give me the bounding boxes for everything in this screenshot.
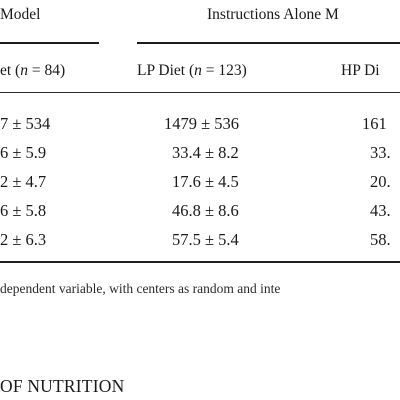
table-cell: 20. [370,172,391,191]
subheader-hp-diet-model: et (n = 84) [0,62,66,79]
table-cell: 2 ± 6.3 [0,230,47,249]
group-header-instructions-alone: Instructions Alone M [207,6,339,23]
table-cell: 2 ± 4.7 [0,172,47,191]
group-rule-right [137,42,400,44]
table-footnote: dependent variable, with centers as rand… [0,281,281,296]
header-rule [0,92,400,93]
subheader-hp-diet: HP Di [341,62,380,79]
table-cell: 17.6 ± 4.5 [172,172,239,191]
table-cell: 33. [370,143,391,162]
table-cell: 6 ± 5.9 [0,143,47,162]
group-header-model: Model [0,6,41,23]
table-cell: 58. [370,230,391,249]
table-cell: 46.8 ± 8.6 [172,201,239,220]
subheader-lp-diet: LP Diet (n = 123) [137,62,247,79]
table-cell: 1479 ± 536 [164,114,240,133]
table-cell: 57.5 ± 5.4 [172,230,239,249]
table-cell: 43. [370,201,391,220]
table-cell: 33.4 ± 8.2 [172,143,239,162]
table-bottom-rule [0,261,400,263]
section-heading: OF NUTRITION [0,376,125,396]
table-cell: 161 [362,114,387,133]
table-cell: 7 ± 534 [0,114,51,133]
group-rule-left [0,42,99,44]
table-cell: 6 ± 5.8 [0,201,47,220]
